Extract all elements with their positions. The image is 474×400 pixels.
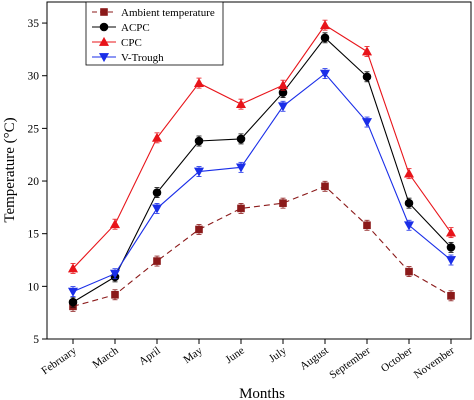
x-tick-label: November (412, 344, 457, 381)
x-axis-title: Months (239, 386, 285, 400)
legend-label: Ambient temperature (121, 7, 215, 19)
data-point (109, 269, 121, 279)
data-point (67, 287, 79, 297)
series-line-acpc (72, 36, 452, 303)
data-point (405, 267, 413, 276)
data-point (277, 102, 289, 112)
series-ambient-temperature (69, 180, 455, 312)
x-tick-label: September (327, 344, 373, 381)
data-point (403, 168, 415, 178)
legend-label: V-Trough (121, 52, 164, 64)
series-v-trough (67, 68, 457, 298)
legend: Ambient temperature ACPC CPC V-Trough (85, 1, 224, 66)
y-tick-label: 5 (33, 334, 39, 346)
legend-marker (98, 36, 110, 46)
series-line-ambient-temperature (72, 185, 452, 307)
series-acpc (68, 32, 456, 308)
x-tick-label: August (298, 345, 331, 373)
data-point (109, 219, 121, 229)
legend-entry: CPC (92, 36, 142, 49)
y-tick-label: 30 (28, 71, 40, 83)
data-point (446, 243, 456, 252)
data-point (320, 33, 330, 43)
data-point (194, 136, 204, 146)
data-point (151, 132, 163, 142)
x-tick-label: April (137, 345, 163, 368)
y-tick-label: 15 (28, 229, 40, 241)
x-tick-label: March (90, 344, 121, 371)
data-point (236, 134, 246, 144)
y-tick-label: 10 (28, 281, 40, 293)
data-point (235, 99, 247, 109)
plot-frame (46, 1, 472, 340)
data-point (153, 257, 161, 265)
legend-marker (99, 22, 109, 32)
data-point (237, 204, 245, 213)
x-axis: February March April May June July AugustSepte… (39, 339, 457, 381)
y-tick-label: 25 (28, 123, 40, 135)
data-point (279, 199, 287, 207)
data-point (151, 204, 163, 214)
data-point (319, 20, 331, 30)
x-tick-label: July (267, 344, 289, 365)
series-line-v-trough (72, 72, 452, 293)
data-point (363, 221, 371, 230)
data-point (361, 118, 373, 128)
legend-marker (100, 8, 108, 16)
data-point (321, 182, 329, 191)
series-line-cpc (72, 24, 452, 269)
data-point (195, 225, 203, 234)
x-tick-label: May (181, 344, 205, 366)
x-tick-label: February (39, 344, 79, 377)
data-point (68, 297, 78, 307)
y-axis: 5 10 15 20 25 30 35 (28, 18, 47, 346)
data-point (445, 227, 457, 237)
legend-label: ACPC (121, 22, 150, 34)
data-point (447, 292, 455, 300)
series-cpc (67, 19, 457, 274)
data-point (319, 69, 331, 79)
plot-frame-group (46, 1, 472, 340)
legend-entry: Ambient temperature (92, 7, 215, 19)
y-tick-label: 35 (28, 18, 40, 30)
data-point (111, 290, 119, 299)
y-tick-label: 20 (28, 176, 40, 188)
data-point (193, 167, 205, 177)
x-tick-label: October (379, 344, 415, 374)
data-point (277, 80, 289, 90)
y-axis-title: Temperature (°C) (2, 117, 18, 222)
data-point (404, 198, 414, 208)
series-layer (67, 19, 457, 312)
data-point (361, 46, 373, 56)
data-point (193, 77, 205, 87)
data-point (445, 256, 457, 266)
legend-entry: V-Trough (92, 52, 164, 64)
legend-entry: ACPC (92, 22, 150, 34)
data-point (67, 263, 79, 273)
data-point (152, 188, 162, 197)
legend-label: CPC (121, 37, 142, 49)
x-tick-label: June (223, 345, 246, 366)
data-point (362, 72, 372, 82)
legend-marker (98, 53, 110, 63)
data-point (235, 163, 247, 173)
data-point (403, 221, 415, 231)
